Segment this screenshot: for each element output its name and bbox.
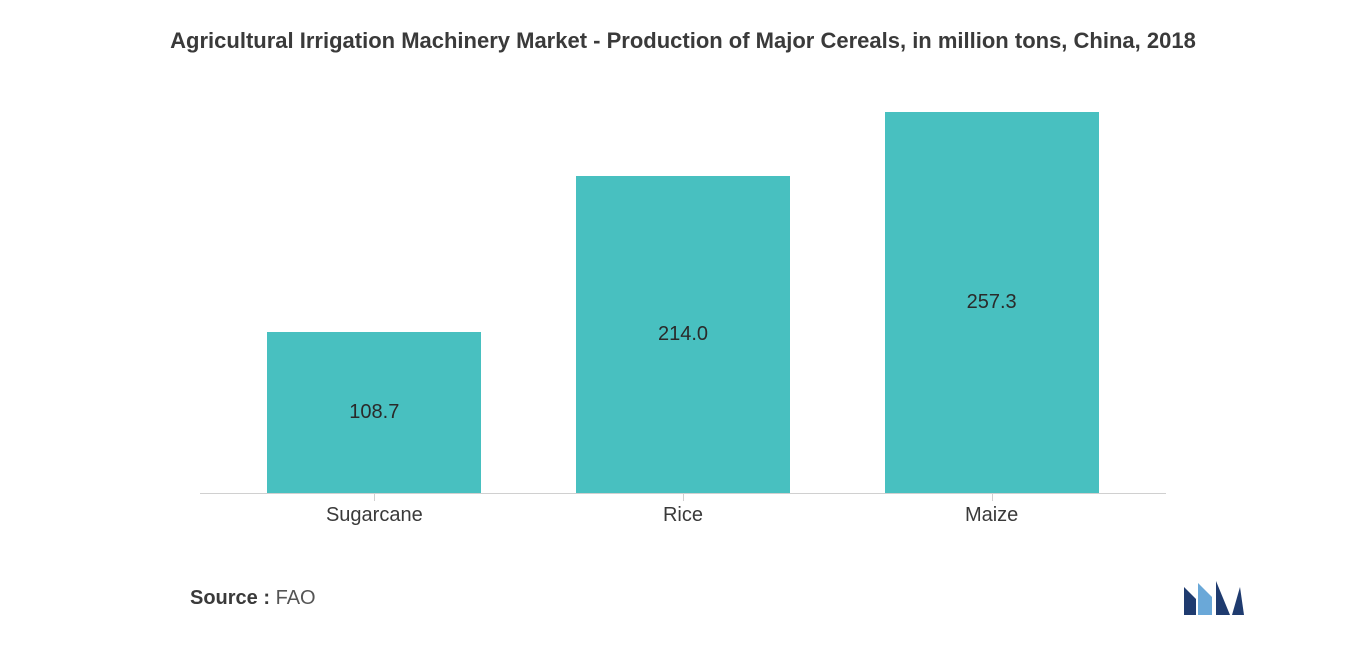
category-labels: Sugarcane Rice Maize [200, 504, 1166, 527]
logo [1182, 579, 1246, 617]
tick [683, 493, 684, 501]
category-label-maize: Maize [885, 504, 1099, 527]
bar-maize: 257.3 [885, 112, 1099, 493]
bar-value-rice: 214.0 [658, 323, 708, 346]
footer: Source : FAO [0, 579, 1366, 617]
bar-group-rice: 214.0 [576, 176, 790, 493]
bar-value-maize: 257.3 [967, 291, 1017, 314]
chart-title: Agricultural Irrigation Machinery Market… [60, 28, 1306, 54]
source-text: FAO [270, 587, 316, 609]
bar-group-maize: 257.3 [885, 112, 1099, 493]
plot-area: 108.7 214.0 257.3 [200, 94, 1166, 494]
bar-sugarcane: 108.7 [267, 332, 481, 493]
bar-group-sugarcane: 108.7 [267, 332, 481, 493]
mordor-logo-icon [1182, 579, 1246, 617]
bars-wrapper: 108.7 214.0 257.3 [200, 94, 1166, 493]
category-label-rice: Rice [576, 504, 790, 527]
source-label: Source : [190, 587, 270, 609]
source-citation: Source : FAO [190, 587, 316, 610]
tick [374, 493, 375, 501]
bar-rice: 214.0 [576, 176, 790, 493]
category-label-sugarcane: Sugarcane [267, 504, 481, 527]
tick [992, 493, 993, 501]
bar-value-sugarcane: 108.7 [349, 401, 399, 424]
chart-container: Agricultural Irrigation Machinery Market… [0, 0, 1366, 655]
